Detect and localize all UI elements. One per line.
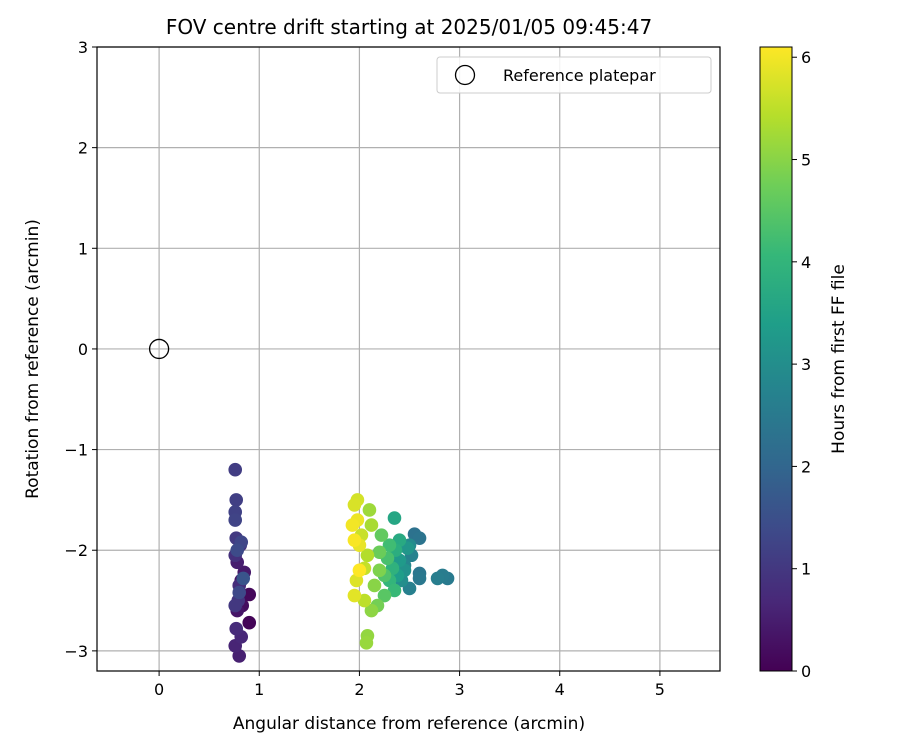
y-tick-label: 2 [78,139,88,158]
y-axis-label: Rotation from reference (arcmin) [23,219,43,499]
x-tick-label: 4 [555,680,565,699]
data-point [360,548,375,563]
legend: Reference platepar [436,56,712,94]
data-point [372,563,387,578]
legend-marker [454,64,476,86]
data-point [352,563,367,578]
x-tick-label: 1 [254,680,264,699]
y-tick-label: −2 [64,541,88,560]
data-point [430,571,445,586]
y-tick-label: −3 [64,642,88,661]
x-axis-ticks: 0 1 2 3 4 5 [154,671,665,699]
reference-layer [148,338,170,360]
data-point [372,545,387,560]
colorbar [759,46,793,672]
plot-frame [96,46,721,672]
data-point [229,621,244,636]
colorbar-tick-label: 3 [801,355,811,374]
chart-title: FOV centre drift starting at 2025/01/05 … [166,15,652,39]
data-point [377,588,392,603]
data-point [228,598,243,613]
data-point [347,588,362,603]
data-point [345,518,360,532]
x-tick-label: 3 [454,680,464,699]
x-tick-label: 2 [354,680,364,699]
data-point [347,498,362,512]
data-point [347,533,362,547]
colorbar-tick-label: 5 [801,151,811,170]
colorbar-tick-label: 1 [801,560,811,579]
reference-marker [148,338,170,360]
y-tick-label: 3 [78,38,88,57]
y-axis-ticks: −3 −2 −1 0 1 2 3 [64,38,97,661]
colorbar-ticks: 0 1 2 3 4 5 6 [792,48,811,681]
colorbar-tick-label: 4 [801,253,811,272]
data-point [364,518,379,532]
data-point [382,538,397,552]
data-point [229,493,244,507]
data-point [412,531,427,545]
x-tick-label: 5 [655,680,665,699]
legend-box [436,56,712,94]
data-point [364,603,379,618]
data-point [374,528,389,542]
data-point [230,543,245,558]
data-point [412,571,427,586]
grid [97,46,720,671]
data-point [367,578,382,593]
x-axis-label: Angular distance from reference (arcmin) [233,714,585,734]
colorbar-tick-label: 0 [801,662,811,681]
y-tick-label: −1 [64,441,88,460]
colorbar-tick-label: 2 [801,457,811,476]
data-point [242,615,257,630]
data-point [357,593,372,608]
data-point [228,462,243,477]
data-point [359,636,374,650]
legend-label: Reference platepar [503,66,656,85]
colorbar-tick-label: 6 [801,48,811,67]
data-point [228,513,243,527]
colorbar-label: Hours from first FF file [829,264,849,454]
y-tick-label: 1 [78,239,88,258]
data-point [232,585,247,600]
x-tick-label: 0 [154,680,164,699]
data-point [387,583,402,598]
y-tick-label: 0 [78,340,88,359]
data-points [228,462,455,663]
data-point [387,511,402,525]
data-point [236,571,251,586]
data-point [362,503,377,517]
